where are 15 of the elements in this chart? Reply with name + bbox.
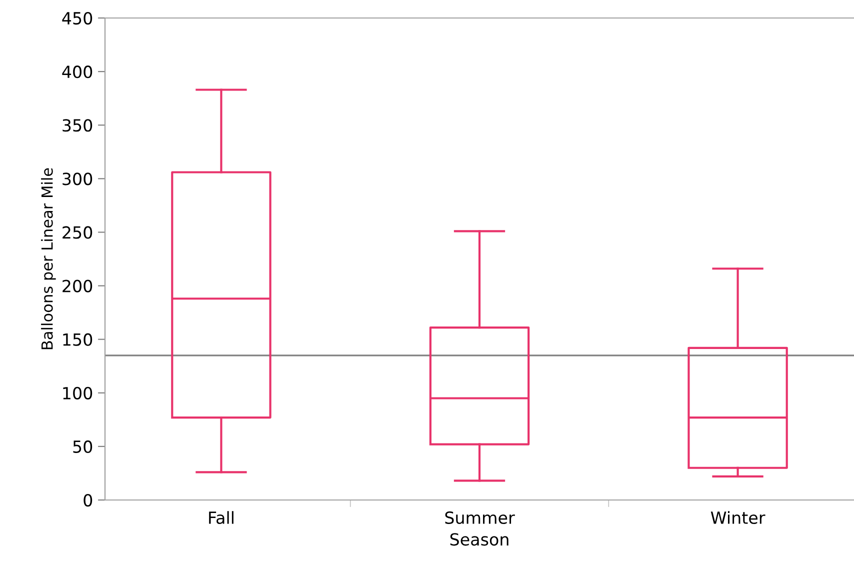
y-tick-label: 300 (62, 172, 92, 186)
y-tick-label: 0 (84, 494, 92, 507)
x-tick-label: Winter (710, 511, 766, 524)
x-axis-title: Season (450, 533, 508, 546)
x-tick-label: Fall (209, 511, 234, 524)
y-axis-title: Balloons per Linear Mile (41, 168, 56, 350)
y-tick-label: 250 (62, 226, 92, 239)
y-tick-label: 400 (62, 66, 92, 78)
x-tick-label: Summer (445, 511, 515, 524)
y-tick-label: 50 (73, 440, 92, 454)
y-tick-label: 350 (62, 119, 92, 132)
y-tick-label: 450 (62, 12, 92, 25)
y-tick-label: 150 (63, 333, 92, 346)
y-tick-label: 100 (63, 386, 92, 400)
y-tick-label: 200 (62, 280, 92, 292)
